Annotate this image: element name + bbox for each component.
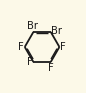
Text: F: F — [48, 63, 54, 73]
Text: F: F — [18, 42, 24, 52]
Text: Br: Br — [51, 26, 62, 36]
Text: F: F — [60, 42, 66, 52]
Text: F: F — [27, 57, 33, 67]
Text: Br: Br — [27, 21, 38, 31]
